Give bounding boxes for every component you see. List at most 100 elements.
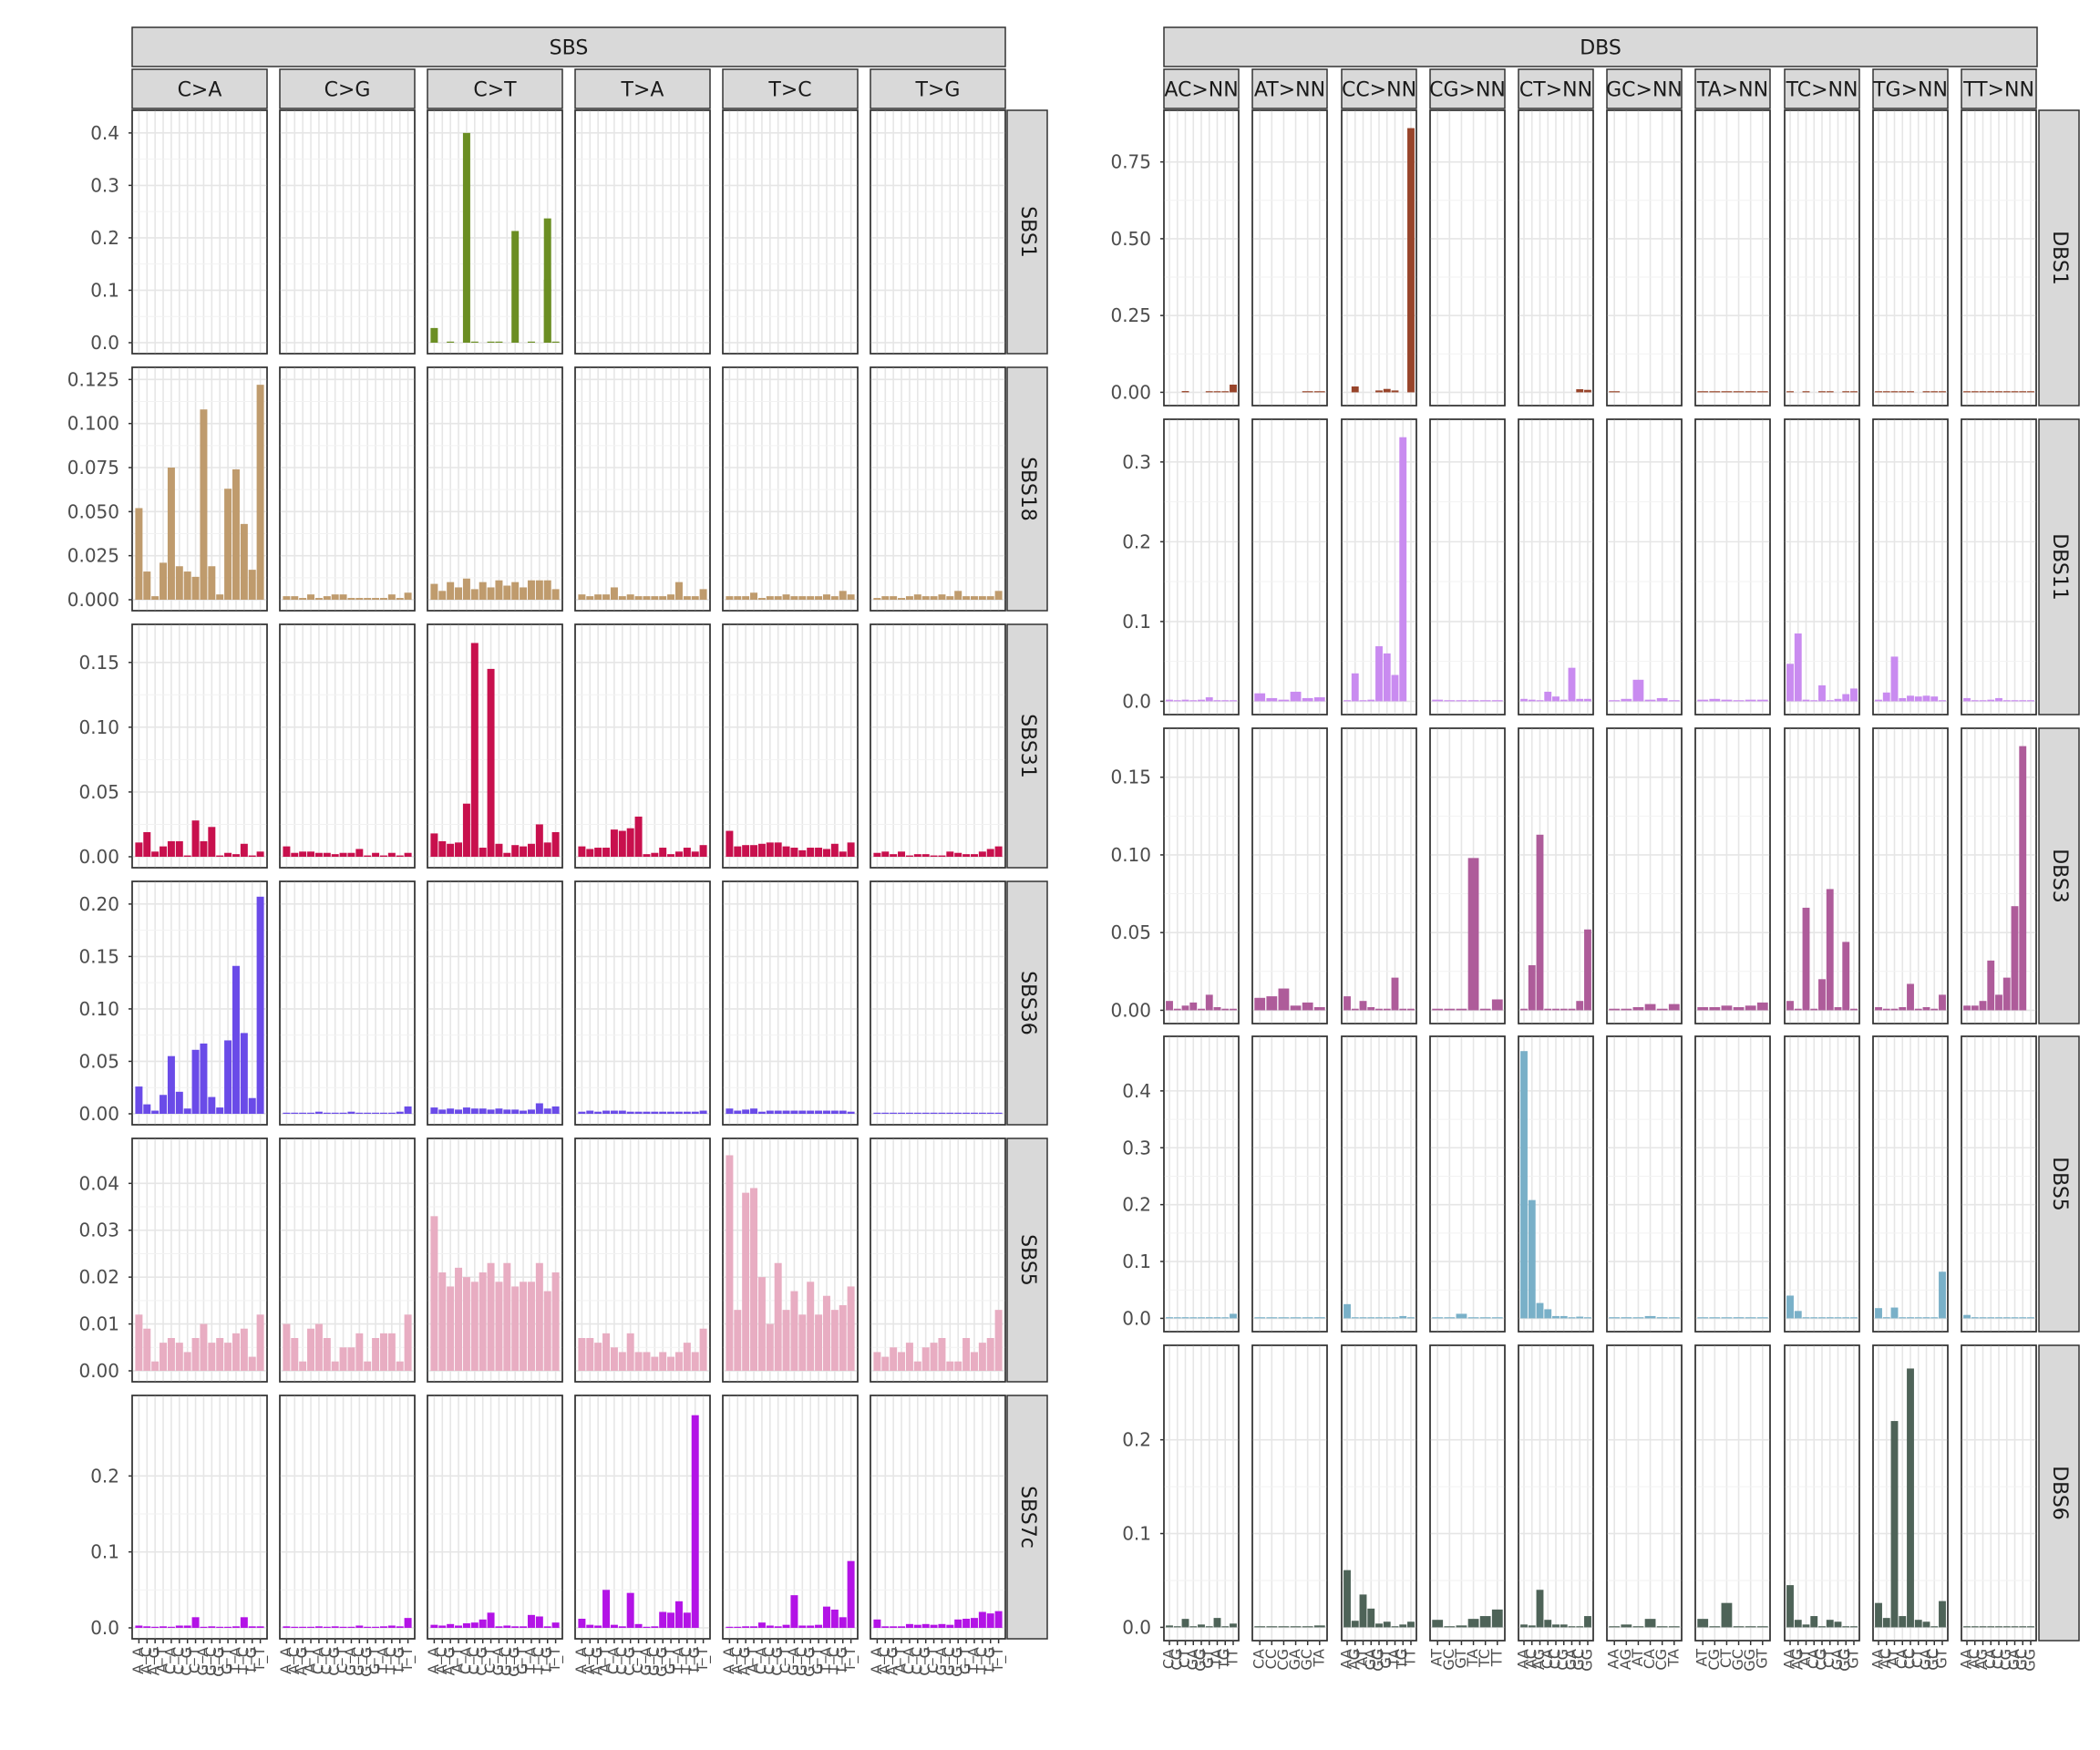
y-tick-label: 0.000 [67, 589, 119, 611]
bar-sbs7c-bar [634, 1623, 643, 1628]
bar-dbs11-bar [1230, 700, 1237, 702]
bar-dbs3-bar [1456, 1008, 1467, 1011]
bar-sbs5-bar [355, 1333, 364, 1371]
bar-dbs3-bar [1189, 1002, 1198, 1011]
y-tick-label: 0.3 [90, 174, 119, 196]
bar-dbs1-bar [1930, 391, 1939, 393]
bar-dbs5-bar [1697, 1317, 1709, 1319]
bar-dbs5-bar [1899, 1317, 1907, 1319]
bar-dbs6-bar [1987, 1626, 1995, 1628]
row-strip-label: DBS5 [2048, 1157, 2071, 1211]
bar-sbs18-bar [659, 596, 667, 600]
bar-dbs1-bar [1351, 386, 1359, 393]
bar-sbs5-bar [535, 1262, 543, 1371]
bar-sbs7c-bar [946, 1624, 954, 1628]
bar-sbs36-bar [160, 1095, 168, 1114]
column-strip-label: TT>NN [1962, 79, 2034, 102]
bar-sbs18-bar [331, 594, 339, 600]
bar-sbs5-bar [970, 1352, 978, 1371]
bar-sbs36-bar [815, 1110, 823, 1114]
bar-dbs5-bar [1939, 1271, 1946, 1319]
bar-sbs18-bar [634, 596, 643, 600]
bar-sbs31-bar [216, 855, 224, 857]
panel-border [1872, 109, 1949, 407]
panel-border [722, 109, 859, 355]
bar-sbs36-bar [527, 1109, 535, 1114]
bar-sbs36-bar [248, 1097, 256, 1114]
bar-dbs1-bar [1875, 391, 1882, 393]
bar-dbs6-bar [1621, 1624, 1632, 1628]
bar-sbs5-bar [954, 1361, 962, 1371]
bar-dbs1-bar [1922, 391, 1930, 393]
bar-dbs11-bar [1528, 699, 1536, 702]
bar-sbs18-bar [618, 596, 626, 600]
bar-dbs3-bar [2002, 977, 2011, 1011]
panel-border [1694, 727, 1771, 1024]
bar-dbs3-bar [1528, 964, 1536, 1011]
x-tick-label: G_C [793, 1647, 811, 1676]
bar-sbs31-bar [307, 851, 315, 857]
bar-dbs11-bar [1520, 698, 1528, 702]
bar-sbs5-bar [798, 1314, 807, 1371]
bar-dbs6-bar [1351, 1621, 1359, 1628]
bar-dbs11-bar [2002, 700, 2011, 702]
bar-sbs7c-bar [905, 1623, 913, 1628]
bar-dbs6-bar [1963, 1626, 1971, 1628]
bar-dbs11-bar [1697, 699, 1709, 702]
bar-dbs11-bar [1971, 700, 1979, 702]
bar-sbs36-bar [643, 1111, 651, 1114]
bar-sbs7c-bar [331, 1626, 339, 1628]
bar-sbs18-bar [379, 598, 387, 600]
bar-dbs1-bar [1907, 391, 1914, 393]
x-tick-label: C_T [186, 1647, 204, 1673]
panel-sbs36 [722, 880, 859, 1126]
sbs-group-strip [131, 26, 1006, 67]
bar-dbs11-bar [1166, 699, 1173, 702]
bar-sbs18-bar [527, 580, 535, 600]
x-tick-label: AG [1530, 1649, 1548, 1670]
bar-sbs18-bar [782, 594, 790, 600]
panel-border [574, 623, 711, 869]
x-tick-label: TT [1223, 1649, 1240, 1667]
bar-sbs7c-bar [520, 1626, 528, 1628]
bar-dbs11-bar [1479, 700, 1491, 702]
bar-sbs31-bar [527, 843, 535, 857]
y-tick-label: 0.1 [90, 279, 119, 301]
row-strip [2038, 727, 2080, 1024]
bar-sbs5-bar [455, 1267, 463, 1371]
bar-dbs3-bar [1810, 1008, 1818, 1011]
bar-sbs18-bar [626, 594, 634, 600]
bar-dbs6-bar [1560, 1624, 1568, 1628]
bar-dbs5-bar [1444, 1317, 1456, 1319]
bar-sbs18-bar [586, 596, 594, 600]
bar-dbs5-bar [1359, 1317, 1367, 1319]
bar-sbs31-bar [175, 840, 183, 857]
panel-sbs31 [722, 623, 859, 869]
bar-dbs11-bar [1536, 700, 1544, 702]
bar-dbs5-bar [1230, 1313, 1237, 1319]
bar-sbs5-bar [602, 1333, 611, 1371]
bar-dbs11-bar [1383, 653, 1391, 702]
panel-sbs1 [870, 109, 1006, 355]
bar-sbs36-bar [438, 1109, 447, 1114]
x-tick-label: AT [1629, 1649, 1646, 1667]
bar-sbs7c-bar [807, 1625, 815, 1628]
bar-sbs18-bar [683, 596, 691, 600]
x-tick-label: G_C [350, 1647, 368, 1676]
bar-sbs5-bar [511, 1286, 520, 1371]
bar-dbs3-bar [1842, 942, 1850, 1011]
bar-sbs5-bar [487, 1262, 495, 1371]
bar-dbs3-bar [1230, 1008, 1237, 1011]
bar-sbs31-bar [691, 851, 699, 857]
bar-sbs31-bar [191, 820, 200, 857]
x-tick-label: GG [1192, 1649, 1210, 1672]
bar-dbs3-bar [1313, 1007, 1325, 1011]
x-tick-label: A_A [129, 1647, 148, 1674]
bar-dbs11-bar [1995, 697, 2002, 702]
bar-sbs18-bar [256, 385, 264, 600]
bar-sbs31-bar [224, 852, 232, 857]
bar-dbs3-bar [1621, 1008, 1632, 1011]
bar-sbs31-bar [921, 854, 930, 857]
bar-sbs31-bar [396, 855, 404, 857]
bar-dbs11-bar [1221, 700, 1230, 702]
